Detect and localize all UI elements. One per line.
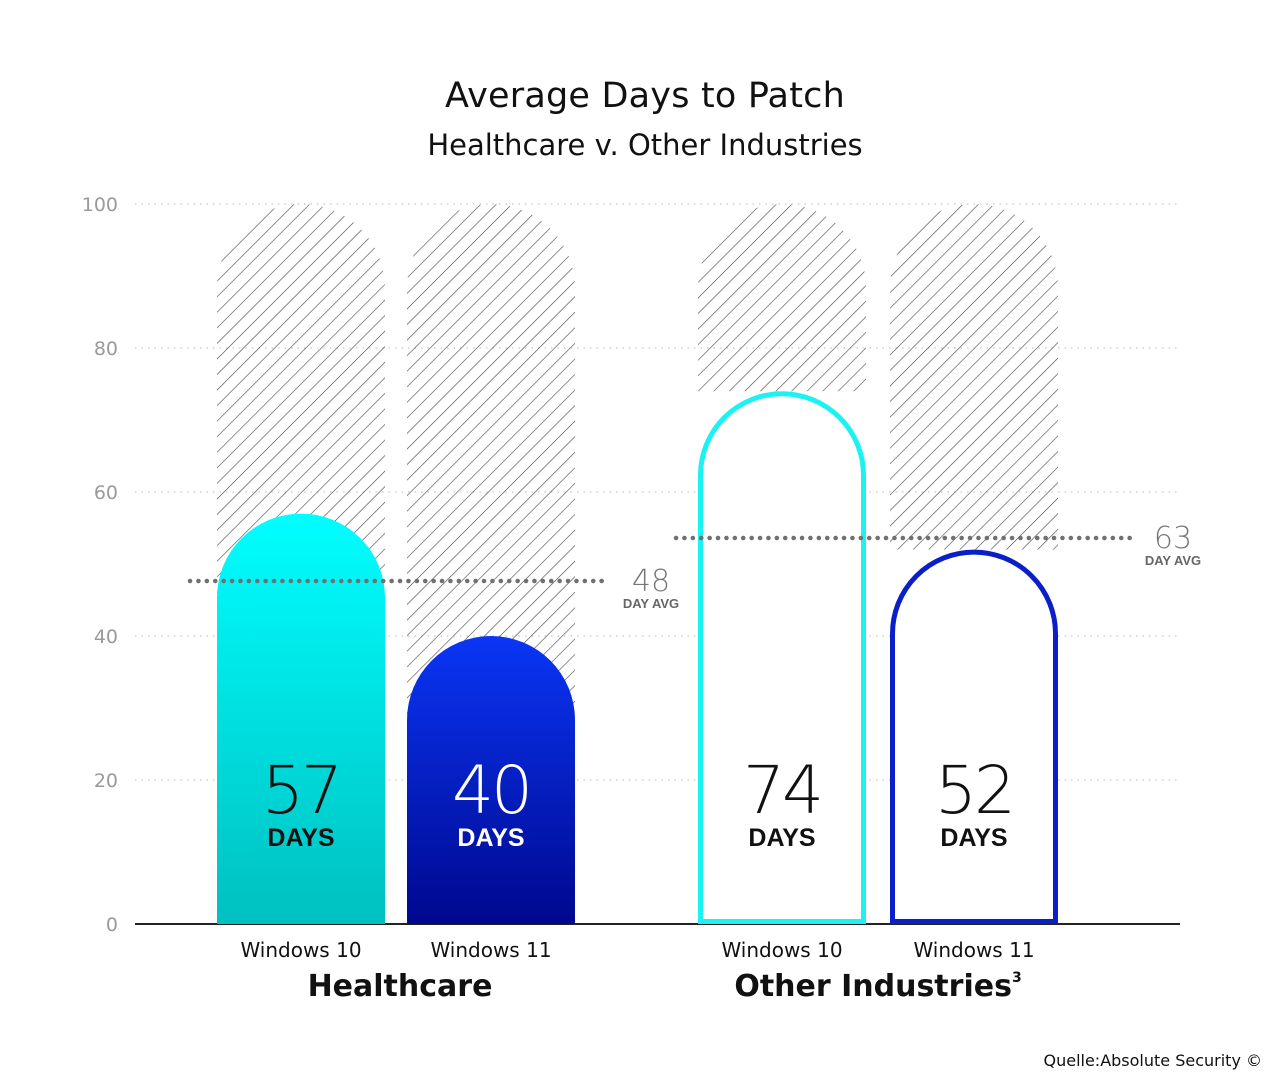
x-tick-label: Windows 10 <box>721 938 842 962</box>
bar-0-1 <box>407 636 575 924</box>
y-tick-0: 0 <box>106 914 118 936</box>
bar-unit-label: DAYS <box>267 824 334 852</box>
x-tick-label: Windows 10 <box>240 938 361 962</box>
average-value-label: 63 <box>1154 521 1192 556</box>
bar-unit-label: DAYS <box>748 824 815 852</box>
bar-value-label: 57 <box>262 752 340 829</box>
bar-value-label: 74 <box>743 752 821 829</box>
group-label-superscript: 3 <box>1012 970 1022 986</box>
bar-1-1 <box>890 549 1058 924</box>
y-tick-20: 20 <box>94 770 118 792</box>
y-tick-80: 80 <box>94 338 118 360</box>
y-tick-40: 40 <box>94 626 118 648</box>
group-label: Other Industries3 <box>734 969 1021 1004</box>
group-label: Healthcare <box>308 969 493 1004</box>
average-sublabel: DAY AVG <box>623 596 679 611</box>
y-tick-60: 60 <box>94 482 118 504</box>
average-sublabel: DAY AVG <box>1145 553 1201 568</box>
bar-value-label: 52 <box>935 752 1013 829</box>
bar-value-label: 40 <box>452 752 530 829</box>
average-value-label: 48 <box>632 564 670 599</box>
source-credit: Quelle:Absolute Security © <box>1043 1051 1262 1070</box>
x-tick-label: Windows 11 <box>430 938 551 962</box>
bar-unit-label: DAYS <box>940 824 1007 852</box>
chart-subtitle: Healthcare v. Other Industries <box>427 128 863 162</box>
y-tick-100: 100 <box>82 194 118 216</box>
chart-title: Average Days to Patch <box>445 76 845 116</box>
bar-unit-label: DAYS <box>457 824 524 852</box>
bar-0-0 <box>217 513 385 924</box>
x-tick-label: Windows 11 <box>913 938 1034 962</box>
bar-1-0 <box>698 391 866 924</box>
